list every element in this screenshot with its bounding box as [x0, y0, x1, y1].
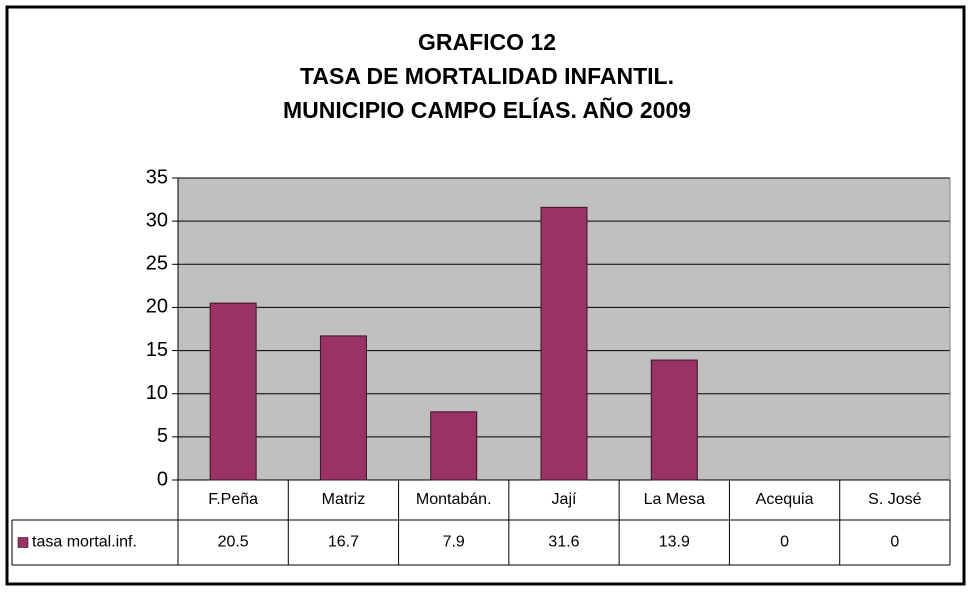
- x-tick-label: Matriz: [322, 491, 366, 508]
- bar: [540, 206, 588, 481]
- legend-swatch: [17, 537, 29, 548]
- y-tick-label: 30: [146, 209, 168, 231]
- table-value: 13.9: [659, 534, 690, 551]
- bar: [319, 335, 367, 481]
- x-tick-label: F.Peña: [208, 491, 258, 508]
- x-tick-label: Acequia: [756, 491, 814, 508]
- x-tick-label: Jají: [552, 491, 577, 508]
- x-tick-label: Montabán.: [416, 491, 492, 508]
- y-tick-label: 10: [146, 382, 168, 404]
- y-tick-label: 15: [146, 339, 168, 361]
- y-tick-label: 0: [157, 468, 168, 490]
- y-tick-label: 35: [146, 166, 168, 188]
- y-tick-label: 20: [146, 296, 168, 318]
- chart-title: GRAFICO 12: [418, 29, 556, 55]
- table-value: 16.7: [328, 534, 359, 551]
- chart-title: MUNICIPIO CAMPO ELÍAS. AÑO 2009: [283, 96, 691, 123]
- table-value: 20.5: [218, 534, 249, 551]
- bar: [209, 302, 257, 481]
- table-value: 0: [890, 534, 899, 551]
- table-value: 7.9: [443, 534, 465, 551]
- table-value: 31.6: [548, 534, 579, 551]
- y-tick-label: 25: [146, 253, 168, 275]
- legend-label: tasa mortal.inf.: [32, 534, 137, 551]
- chart-title: TASA DE MORTALIDAD INFANTIL.: [300, 63, 674, 89]
- x-tick-label: S. José: [868, 491, 921, 508]
- table-value: 0: [780, 534, 789, 551]
- x-tick-label: La Mesa: [644, 491, 705, 508]
- y-tick-label: 5: [157, 425, 168, 447]
- bar: [430, 411, 478, 481]
- bar: [650, 359, 698, 481]
